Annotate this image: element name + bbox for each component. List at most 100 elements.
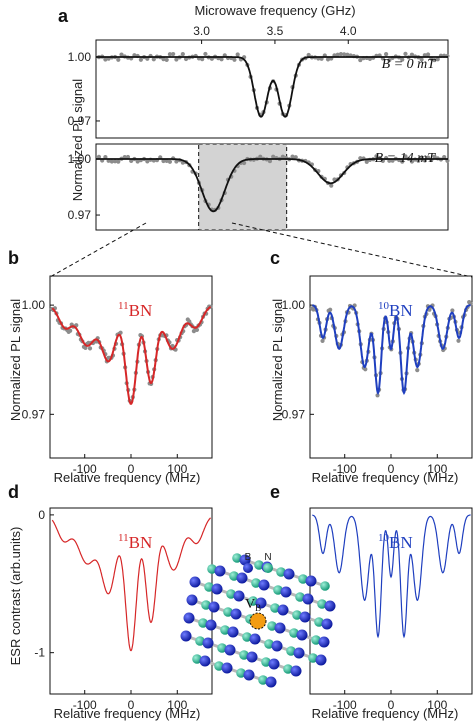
- boron-atom: [271, 640, 283, 652]
- x-tick-label: 100: [167, 462, 187, 476]
- x-tick-label: -100: [333, 462, 357, 476]
- y-tick-label: 0.97: [22, 407, 46, 421]
- data-point: [338, 51, 344, 57]
- boron-atom: [186, 594, 198, 606]
- data-point: [180, 52, 185, 57]
- data-point: [267, 158, 273, 164]
- data-point: [419, 57, 424, 62]
- boron-atom: [315, 654, 327, 666]
- x-tick-label: -100: [73, 698, 97, 712]
- data-point: [171, 51, 176, 57]
- data-point: [200, 57, 205, 62]
- data-point: [167, 159, 173, 164]
- data-point: [374, 154, 379, 159]
- data-point: [456, 338, 461, 343]
- y-tick-label: 0: [38, 508, 45, 522]
- data-point: [345, 52, 350, 57]
- data-point: [118, 330, 123, 335]
- fit-line: [51, 517, 212, 652]
- data-point: [329, 183, 334, 188]
- boron-atom: [274, 622, 286, 634]
- b-xlabel: Relative frequency (MHz): [54, 470, 201, 485]
- panel-label-d: d: [8, 482, 19, 502]
- data-point: [138, 57, 143, 62]
- nitrogen-atom: [248, 596, 258, 606]
- data-point: [293, 155, 298, 160]
- panel-label-a: a: [58, 6, 69, 26]
- boron-atom: [302, 593, 314, 605]
- data-point: [435, 57, 440, 62]
- data-point: [83, 345, 88, 351]
- data-point: [363, 367, 368, 372]
- x-tick-label: 3.5: [267, 24, 284, 38]
- data-point: [271, 154, 276, 159]
- data-point: [425, 52, 431, 57]
- data-point: [290, 154, 295, 159]
- plot-d: -100 0 100 0 -1 11BN: [34, 507, 213, 712]
- nitrogen-atom: [292, 610, 302, 620]
- boron-atom: [233, 590, 245, 602]
- data-point: [280, 154, 285, 159]
- nitrogen-atom: [236, 668, 246, 678]
- panel-label-e: e: [270, 482, 280, 502]
- data-point: [364, 159, 369, 164]
- legend-boron-label: B: [245, 552, 252, 563]
- nitrogen-atom: [273, 585, 283, 595]
- nitrogen-atom: [204, 582, 214, 592]
- boron-atom: [280, 586, 292, 598]
- vacancy-label: VB: [245, 597, 261, 613]
- boron-atom: [290, 665, 302, 677]
- boron-atom: [249, 633, 261, 645]
- boron-atom: [183, 612, 195, 624]
- y-tick-label: 1.00: [22, 298, 46, 312]
- data-point: [219, 57, 224, 62]
- nitrogen-atom: [223, 607, 233, 617]
- boron-atom: [293, 647, 305, 659]
- nitrogen-atom: [258, 675, 268, 685]
- nitrogen-atom: [239, 650, 249, 660]
- x-tick-label: 3.0: [193, 24, 210, 38]
- y-tick-label: 1.00: [68, 152, 92, 166]
- panel-label-c: c: [270, 248, 280, 268]
- c-xlabel: Relative frequency (MHz): [312, 470, 459, 485]
- boron-atom: [243, 669, 255, 681]
- data-point: [135, 159, 140, 164]
- boron-atom: [221, 662, 233, 674]
- d-ylabel: ESR contrast (arb.units): [8, 527, 23, 666]
- nitrogen-atom: [298, 574, 308, 584]
- data-point: [151, 57, 156, 62]
- data-point: [342, 52, 347, 57]
- y-tick-label: 1.00: [282, 298, 306, 312]
- x-tick-label: -100: [73, 462, 97, 476]
- data-point: [87, 346, 93, 351]
- boron-atom: [189, 576, 201, 588]
- boron-atom: [236, 572, 248, 584]
- data-point: [320, 338, 325, 344]
- isotope-label: 11BN: [118, 532, 152, 552]
- nitrogen-atom: [311, 635, 321, 645]
- nitrogen-atom: [214, 661, 224, 671]
- boron-atom: [202, 637, 214, 649]
- nitrogen-atom: [232, 553, 242, 563]
- a-top-title: Microwave frequency (GHz): [194, 3, 355, 18]
- data-point: [387, 58, 392, 63]
- data-point: [358, 57, 363, 63]
- nitrogen-atom: [270, 603, 280, 613]
- data-point: [119, 52, 124, 57]
- y-tick-label: 0.97: [68, 114, 92, 128]
- nitrogen-atom: [195, 636, 205, 646]
- boron-atom: [321, 618, 333, 630]
- data-point: [432, 154, 437, 159]
- data-point: [164, 57, 169, 63]
- data-point: [232, 57, 237, 62]
- x-tick-label: -100: [333, 698, 357, 712]
- nitrogen-atom: [283, 664, 293, 674]
- legend-boron-atom: [243, 563, 253, 573]
- data-point: [194, 327, 200, 333]
- axes-frame: [95, 39, 449, 139]
- nitrogen-atom: [289, 628, 299, 638]
- boron-atom: [268, 658, 280, 670]
- x-tick-label: 0: [128, 462, 135, 476]
- boron-atom: [277, 604, 289, 616]
